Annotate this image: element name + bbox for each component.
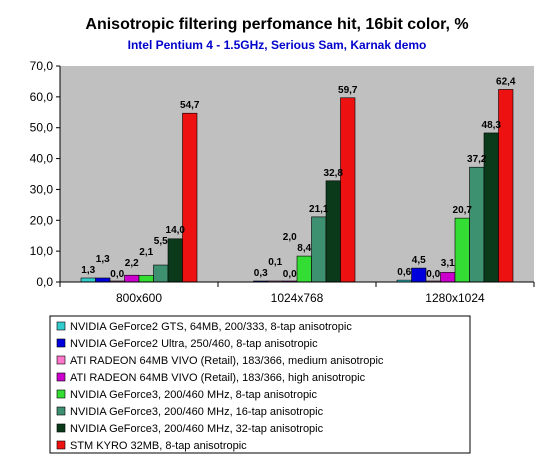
bar-s1-c2 bbox=[411, 267, 427, 283]
legend-label: NVIDIA GeForce2 GTS, 64MB, 200/333, 8-ta… bbox=[70, 321, 352, 333]
bar-s0-c0 bbox=[80, 277, 96, 283]
data-label-s4-c0: 2,1 bbox=[139, 247, 153, 258]
x-tick-label: 1280x1024 bbox=[425, 291, 485, 305]
y-tick-label: 50,0 bbox=[30, 121, 54, 135]
data-label-s6-c0: 14,0 bbox=[166, 225, 186, 236]
bar-s4-c1 bbox=[296, 255, 312, 283]
bar-s1-c0 bbox=[95, 277, 111, 283]
data-label-s3-c0: 2,2 bbox=[125, 258, 139, 269]
bar-s3-c0 bbox=[124, 274, 140, 283]
bar-s3-c2 bbox=[440, 272, 456, 283]
bar-s5-c0 bbox=[153, 264, 169, 283]
bar-s6-c0 bbox=[167, 238, 183, 283]
y-tick-label: 40,0 bbox=[30, 152, 54, 166]
data-label-s0-c2: 0,6 bbox=[397, 267, 411, 278]
legend-label: NVIDIA GeForce3, 200/460 MHz, 8-tap anis… bbox=[70, 389, 318, 401]
y-tick-label: 10,0 bbox=[30, 244, 54, 258]
legend-label: ATI RADEON 64MB VIVO (Retail), 183/366, … bbox=[70, 355, 384, 367]
legend-label: NVIDIA GeForce2 Ultra, 250/460, 8-tap an… bbox=[70, 338, 318, 350]
data-label-s7-c1: 59,7 bbox=[338, 85, 358, 96]
legend-swatch bbox=[56, 440, 66, 450]
legend-swatch bbox=[56, 423, 66, 433]
data-label-s6-c2: 48,3 bbox=[482, 120, 502, 131]
legend-label: STM KYRO 32MB, 8-tap anisotropic bbox=[70, 440, 247, 452]
legend-swatch bbox=[56, 355, 66, 365]
legend-label: NVIDIA GeForce3, 200/460 MHz, 32-tap ani… bbox=[70, 423, 324, 435]
data-label-s5-c0: 5,5 bbox=[154, 236, 168, 247]
bar-s7-c1 bbox=[340, 97, 356, 283]
y-tick-label: 70,0 bbox=[30, 59, 54, 73]
y-tick-label: 60,0 bbox=[30, 90, 54, 104]
data-label-s0-c0: 1,3 bbox=[81, 265, 95, 276]
bar-s6-c1 bbox=[325, 180, 341, 283]
data-label-s3-c1: 0,0 bbox=[283, 269, 297, 280]
data-label-s2-c2: 0,0 bbox=[426, 269, 440, 280]
bar-s4-c2 bbox=[454, 217, 470, 283]
chart-title: Anisotropic filtering perfomance hit, 16… bbox=[85, 16, 468, 33]
y-tick-label: 20,0 bbox=[30, 213, 54, 227]
data-label-s2-c0: 0,0 bbox=[110, 269, 124, 280]
data-label-s2-c1: 0,1 bbox=[268, 257, 282, 268]
legend-swatch bbox=[56, 338, 66, 348]
chart-subtitle: Intel Pentium 4 - 1.5GHz, Serious Sam, K… bbox=[128, 38, 427, 52]
legend-box bbox=[49, 315, 471, 454]
bar-s5-c1 bbox=[311, 216, 327, 283]
legend-label: ATI RADEON 64MB VIVO (Retail), 183/366, … bbox=[70, 372, 366, 384]
data-label-s6-c1: 32,8 bbox=[324, 168, 344, 179]
data-label-s7-c2: 62,4 bbox=[496, 76, 516, 87]
data-label-s5-c2: 37,2 bbox=[467, 154, 487, 165]
legend-swatch bbox=[56, 321, 66, 331]
bar-s4-c0 bbox=[138, 275, 154, 283]
legend-label: NVIDIA GeForce3, 200/460 MHz, 16-tap ani… bbox=[70, 406, 324, 418]
x-tick-label: 1024x768 bbox=[271, 291, 324, 305]
data-label-extra-0: 2,0 bbox=[283, 232, 297, 243]
data-label-s4-c1: 8,4 bbox=[297, 243, 311, 254]
data-label-s1-c2: 4,5 bbox=[412, 255, 426, 266]
data-label-s1-c1: 0,3 bbox=[254, 268, 268, 279]
data-label-s4-c2: 20,7 bbox=[453, 205, 473, 216]
y-tick-label: 30,0 bbox=[30, 182, 54, 196]
y-tick-label: 0,0 bbox=[36, 275, 53, 289]
legend-swatch bbox=[56, 372, 66, 382]
legend-swatch bbox=[56, 406, 66, 416]
bar-s5-c2 bbox=[469, 166, 485, 283]
x-tick-label: 800x600 bbox=[116, 291, 162, 305]
data-label-s3-c2: 3,1 bbox=[441, 258, 455, 269]
data-label-s1-c0: 1,3 bbox=[96, 254, 110, 265]
bar-s7-c2 bbox=[498, 89, 514, 283]
data-label-s5-c1: 21,1 bbox=[309, 204, 329, 215]
legend-swatch bbox=[56, 389, 66, 399]
bar-s7-c0 bbox=[182, 112, 198, 283]
data-label-s7-c0: 54,7 bbox=[180, 100, 200, 111]
